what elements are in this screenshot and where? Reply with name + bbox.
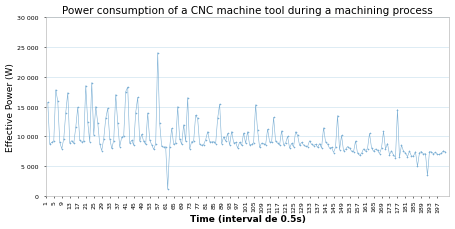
Y-axis label: Effective Power (W): Effective Power (W) [5, 63, 15, 151]
X-axis label: Time (interval de 0.5s): Time (interval de 0.5s) [190, 215, 306, 224]
Title: Power consumption of a CNC machine tool during a machining process: Power consumption of a CNC machine tool … [62, 5, 433, 16]
